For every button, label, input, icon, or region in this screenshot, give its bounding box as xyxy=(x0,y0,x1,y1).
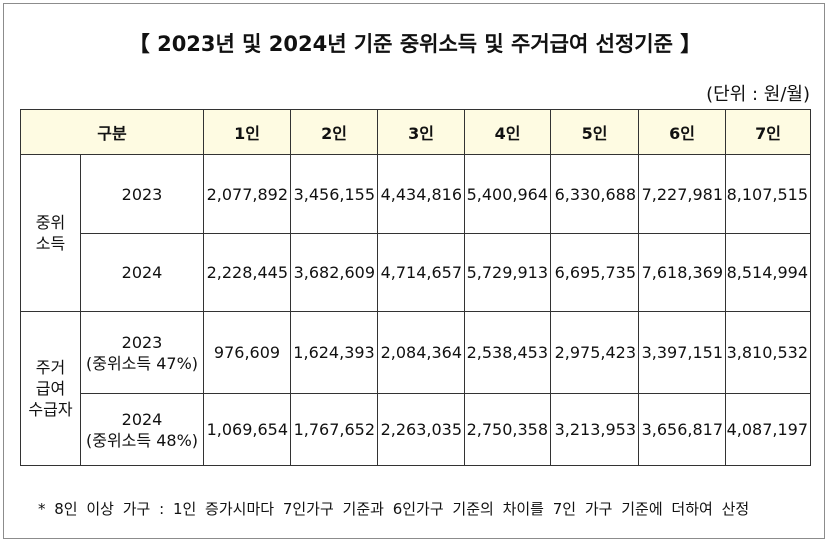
group-label-line: 급여 xyxy=(35,379,66,398)
value-cell: 2,750,358 xyxy=(464,393,552,466)
footnote: * 8인 이상 가구 : 1인 증가시마다 7인가구 기준과 6인가구 기준의 … xyxy=(38,500,750,518)
unit-note: (단위 : 원/월) xyxy=(706,84,810,105)
row-year: 2024 xyxy=(79,233,205,312)
value-cell: 4,434,816 xyxy=(377,154,466,234)
header-person-7: 7인 xyxy=(725,109,812,155)
header-person-4: 4인 xyxy=(464,109,552,155)
value-cell: 6,695,735 xyxy=(550,233,640,312)
table-row: 2024 2,228,445 3,682,609 4,714,657 5,729… xyxy=(21,233,812,312)
group-label-line: 소득 xyxy=(35,234,66,253)
value-cell: 1,767,652 xyxy=(290,393,379,466)
header-person-2: 2인 xyxy=(290,109,379,155)
row-year-subtitle: (중위소득 48%) xyxy=(86,430,199,450)
value-cell: 4,714,657 xyxy=(377,233,466,312)
header-person-3: 3인 xyxy=(377,109,466,155)
value-cell: 2,084,364 xyxy=(377,311,466,394)
value-cell: 8,107,515 xyxy=(725,154,812,234)
header-category: 구분 xyxy=(19,109,205,155)
value-cell: 6,330,688 xyxy=(550,154,640,234)
value-cell: 1,624,393 xyxy=(290,311,379,394)
value-cell: 2,538,453 xyxy=(464,311,552,394)
value-cell: 3,810,532 xyxy=(725,311,812,394)
group-label-line: 주거 xyxy=(35,358,66,377)
value-cell: 3,397,151 xyxy=(638,311,727,394)
value-cell: 2,077,892 xyxy=(203,154,292,234)
row-year: 2023 (중위소득 47%) xyxy=(79,311,205,394)
header-person-6: 6인 xyxy=(638,109,727,155)
group-label-line: 수급자 xyxy=(28,400,73,419)
value-cell: 3,682,609 xyxy=(290,233,379,312)
value-cell: 2,975,423 xyxy=(550,311,640,394)
group-label-median-income: 중위 소득 xyxy=(20,154,81,312)
value-cell: 3,213,953 xyxy=(550,393,640,466)
row-year-subtitle: (중위소득 47%) xyxy=(86,353,199,373)
group-label-housing-benefit: 주거 급여 수급자 xyxy=(20,311,81,466)
row-year: 2024 (중위소득 48%) xyxy=(79,393,205,466)
table-row: 주거 급여 수급자 2023 (중위소득 47%) 976,609 1,624,… xyxy=(20,311,812,466)
group-label-line: 중위 xyxy=(35,213,66,232)
row-year-value: 2023 xyxy=(121,332,163,352)
value-cell: 5,729,913 xyxy=(464,233,552,312)
value-cell: 3,456,155 xyxy=(290,154,379,234)
document-frame xyxy=(3,3,825,539)
row-year-value: 2024 xyxy=(121,409,163,429)
header-person-5: 5인 xyxy=(550,109,640,155)
value-cell: 1,069,654 xyxy=(203,393,292,466)
criteria-table: 구분 1인 2인 3인 4인 5인 6인 7인 중위 소득 2023 2,077… xyxy=(19,109,812,466)
page-title: 【 2023년 및 2024년 기준 중위소득 및 주거급여 선정기준 】 xyxy=(128,32,702,56)
value-cell: 2,228,445 xyxy=(203,233,292,312)
table-row: 2024 (중위소득 48%) 1,069,654 1,767,652 2,26… xyxy=(21,393,812,466)
value-cell: 976,609 xyxy=(203,311,292,394)
header-person-1: 1인 xyxy=(203,109,292,155)
header-row: 구분 1인 2인 3인 4인 5인 6인 7인 xyxy=(19,109,812,155)
row-year: 2023 xyxy=(79,154,205,234)
value-cell: 2,263,035 xyxy=(377,393,466,466)
value-cell: 8,514,994 xyxy=(725,233,812,312)
value-cell: 5,400,964 xyxy=(464,154,552,234)
value-cell: 4,087,197 xyxy=(725,393,812,466)
table-row: 중위 소득 2023 2,077,892 3,456,155 4,434,816… xyxy=(20,154,812,312)
value-cell: 7,227,981 xyxy=(638,154,727,234)
value-cell: 3,656,817 xyxy=(638,393,727,466)
value-cell: 7,618,369 xyxy=(638,233,727,312)
